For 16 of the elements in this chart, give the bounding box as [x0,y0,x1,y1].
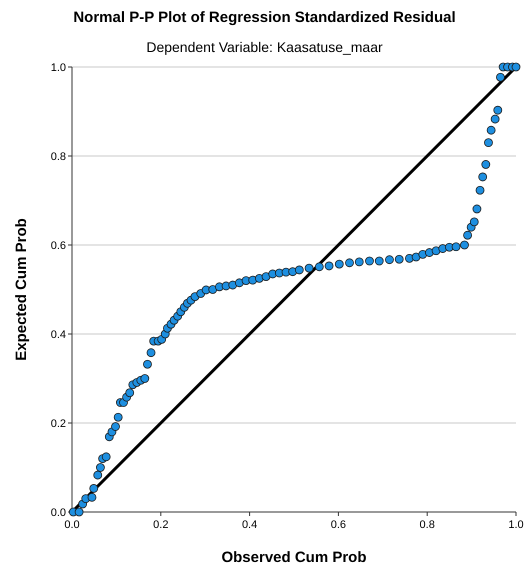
x-tick-label: 0.8 [420,519,435,531]
y-tick-label: 0.8 [50,150,66,163]
y-axis-title: Expected Cum Prob [13,218,30,361]
x-axis-title: Observed Cum Prob [221,549,367,566]
y-tick-label: 0.4 [50,328,66,341]
chart-subtitle: Dependent Variable: Kaasatuse_maar [146,39,384,55]
chart-title: Normal P-P Plot of Regression Standardized Residual [73,9,456,26]
x-tick-label: 0.0 [64,519,80,531]
x-tick-label: 0.2 [153,519,168,531]
y-tick-label: 1.0 [50,62,66,74]
y-tick-label: 0.6 [50,240,66,252]
x-tick-label: 0.6 [330,519,346,531]
y-tick-label: 0.2 [50,418,66,430]
x-tick-label: 0.4 [242,519,258,531]
x-tick-label: 1.0 [508,519,524,531]
y-tick-label: 0.0 [50,506,66,519]
